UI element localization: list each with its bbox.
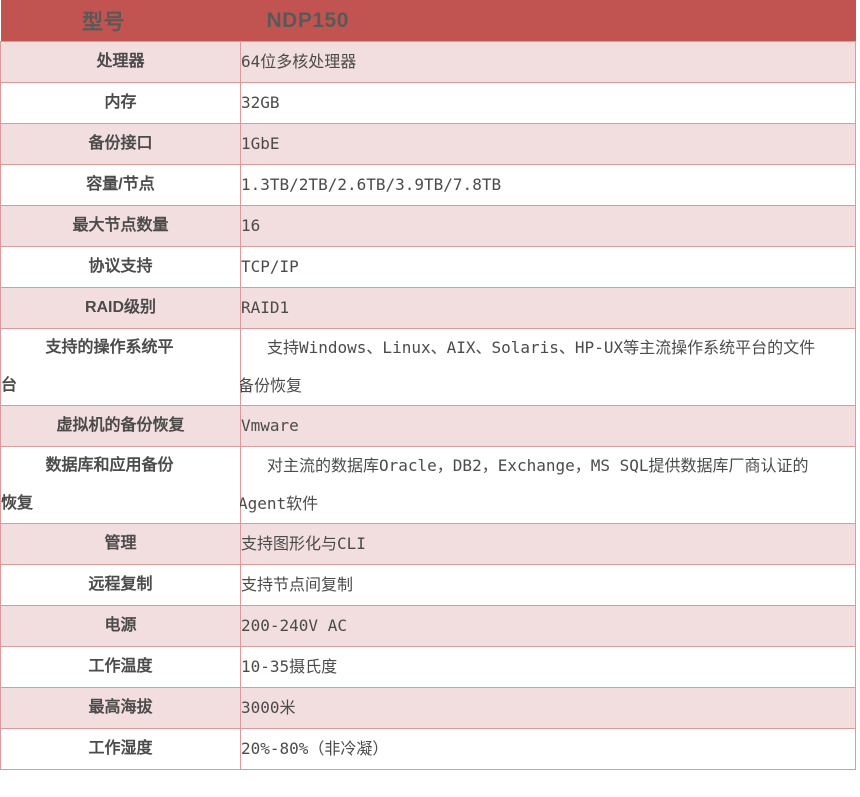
spec-label-cell: 容量/节点 bbox=[0, 164, 241, 206]
spec-value-cell: 16 bbox=[240, 205, 856, 247]
table-row: 电源 200-240V AC bbox=[0, 605, 856, 647]
header-cell-model-value: NDP150 bbox=[240, 0, 856, 42]
spec-value-cell: 32GB bbox=[240, 82, 856, 124]
spec-value-cell: Vmware bbox=[240, 405, 856, 447]
table-row: 备份接口 1GbE bbox=[0, 123, 856, 165]
spec-value-cell: 10-35摄氏度 bbox=[240, 646, 856, 688]
spec-label-cell: 最大节点数量 bbox=[0, 205, 241, 247]
spec-label-line: 恢复 bbox=[1, 495, 34, 512]
spec-label-line: 支持的操作系统平 bbox=[45, 339, 174, 356]
table-row: 容量/节点 1.3TB/2TB/2.6TB/3.9TB/7.8TB bbox=[0, 164, 856, 206]
spec-label-cell: 最高海拔 bbox=[0, 687, 241, 729]
spec-value-cell: 64位多核处理器 bbox=[240, 41, 856, 83]
table-header: 型号 NDP150 bbox=[0, 0, 856, 42]
table-row: RAID级别 RAID1 bbox=[0, 287, 856, 329]
spec-value-line: Agent软件 bbox=[238, 494, 319, 513]
spec-label-cell: 虚拟机的备份恢复 bbox=[0, 405, 241, 447]
spec-value-cell: 1.3TB/2TB/2.6TB/3.9TB/7.8TB bbox=[240, 164, 856, 206]
spec-label-cell: 数据库和应用备份恢复 bbox=[0, 446, 241, 524]
table-body: 处理器 64位多核处理器 内存 32GB 备份接口 1GbE 容量/节点 1.3TB/2TB/… bbox=[0, 41, 856, 770]
spec-value-cell: 200-240V AC bbox=[240, 605, 856, 647]
spec-label-line: 台 bbox=[1, 377, 18, 394]
table-row: 工作温度 10-35摄氏度 bbox=[0, 646, 856, 688]
spec-value-line: 对主流的数据库Oracle，DB2，Exchange，MS SQL提供数据库厂商… bbox=[267, 456, 809, 475]
spec-value-line: 支持Windows、Linux、AIX、Solaris、HP-UX等主流操作系统… bbox=[267, 338, 816, 357]
header-cell-model-label: 型号 bbox=[0, 0, 241, 42]
spec-value-cell: 1GbE bbox=[240, 123, 856, 165]
table-row: 支持的操作系统平台 支持Windows、Linux、AIX、Solaris、HP-… bbox=[0, 328, 856, 406]
spec-label-line: 数据库和应用备份 bbox=[45, 457, 174, 474]
table-row: 内存 32GB bbox=[0, 82, 856, 124]
table-row: 最大节点数量 16 bbox=[0, 205, 856, 247]
spec-value-cell: 20%-80%（非冷凝） bbox=[240, 728, 856, 770]
table-row: 工作湿度 20%-80%（非冷凝） bbox=[0, 728, 856, 770]
spec-value-cell: RAID1 bbox=[240, 287, 856, 329]
spec-label-cell: RAID级别 bbox=[0, 287, 241, 329]
spec-value-cell: 对主流的数据库Oracle，DB2，Exchange，MS SQL提供数据库厂商… bbox=[238, 446, 856, 524]
table-row: 处理器 64位多核处理器 bbox=[0, 41, 856, 83]
table-row: 最高海拔 3000米 bbox=[0, 687, 856, 729]
spec-label-cell: 内存 bbox=[0, 82, 241, 124]
product-specification-table: 型号 NDP150 处理器 64位多核处理器 内存 32GB 备份接口 1GbE 容量/节点… bbox=[0, 0, 856, 770]
table-row: 虚拟机的备份恢复 Vmware bbox=[0, 405, 856, 447]
spec-value-line: 备份恢复 bbox=[238, 376, 303, 395]
spec-label-cell: 工作湿度 bbox=[0, 728, 241, 770]
spec-label-cell: 支持的操作系统平台 bbox=[0, 328, 241, 406]
spec-value-cell: 支持图形化与CLI bbox=[240, 523, 856, 565]
spec-value-cell: 支持节点间复制 bbox=[240, 564, 856, 606]
spec-value-cell: 支持Windows、Linux、AIX、Solaris、HP-UX等主流操作系统… bbox=[238, 328, 856, 406]
spec-value-cell: TCP/IP bbox=[240, 246, 856, 288]
spec-label-cell: 工作温度 bbox=[0, 646, 241, 688]
spec-label-cell: 处理器 bbox=[0, 41, 241, 83]
spec-label-cell: 备份接口 bbox=[0, 123, 241, 165]
table-row: 数据库和应用备份恢复 对主流的数据库Oracle，DB2，Exchange，MS … bbox=[0, 446, 856, 524]
table-header-row: 型号 NDP150 bbox=[0, 0, 856, 42]
table-row: 管理 支持图形化与CLI bbox=[0, 523, 856, 565]
spec-label-cell: 协议支持 bbox=[0, 246, 241, 288]
spec-value-cell: 3000米 bbox=[240, 687, 856, 729]
spec-label-cell: 远程复制 bbox=[0, 564, 241, 606]
spec-label-cell: 管理 bbox=[0, 523, 241, 565]
spec-label-cell: 电源 bbox=[0, 605, 241, 647]
table-row: 协议支持 TCP/IP bbox=[0, 246, 856, 288]
table-row: 远程复制 支持节点间复制 bbox=[0, 564, 856, 606]
